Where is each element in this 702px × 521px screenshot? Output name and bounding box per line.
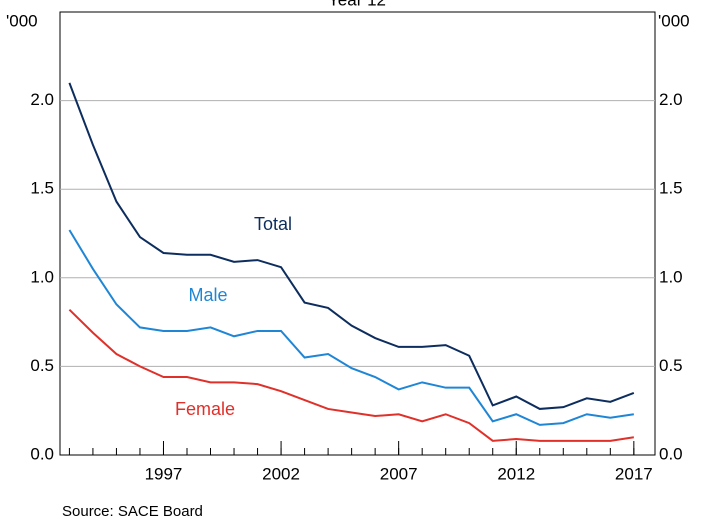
y-tick-label-right: 2.0	[659, 90, 683, 109]
series-line	[68, 229, 634, 426]
y-tick-label-right: 1.0	[659, 267, 683, 286]
series-label: Female	[175, 399, 235, 419]
y-tick-label-right: 0.0	[659, 444, 683, 463]
y-unit-left: '000	[6, 11, 38, 30]
y-tick-label: 1.5	[30, 179, 54, 198]
x-tick-label: 2002	[262, 464, 300, 483]
y-unit-right: '000	[658, 11, 690, 30]
x-tick-label: 2017	[615, 464, 653, 483]
y-tick-label-right: 1.5	[659, 179, 683, 198]
y-tick-label-right: 0.5	[659, 356, 683, 375]
y-tick-label: 2.0	[30, 90, 54, 109]
series-line	[68, 82, 635, 410]
source-note: Source: SACE Board	[62, 503, 203, 520]
x-tick-label: 2007	[380, 464, 418, 483]
series-line	[68, 308, 634, 442]
x-tick-label: 2012	[497, 464, 535, 483]
chart-title: Year 12	[328, 0, 386, 9]
plot-frame	[59, 11, 656, 456]
y-tick-label: 1.0	[30, 267, 54, 286]
y-tick-label: 0.0	[30, 444, 54, 463]
x-tick-label: 1997	[145, 464, 183, 483]
series-label: Total	[254, 214, 292, 234]
series-label: Male	[188, 285, 227, 305]
y-tick-label: 0.5	[30, 356, 54, 375]
